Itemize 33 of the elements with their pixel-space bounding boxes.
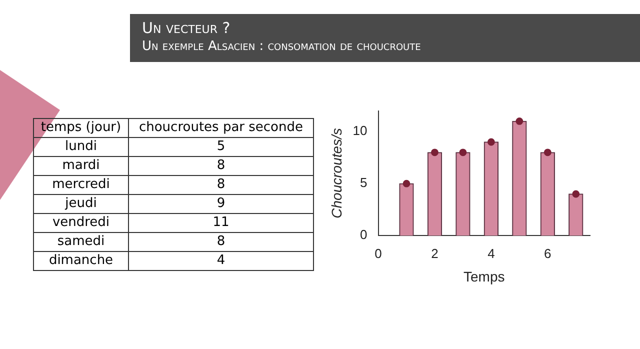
text: choucroutes par seconde <box>128 118 314 138</box>
point <box>459 148 467 156</box>
x-tick-label: 0 <box>374 246 382 261</box>
x-tick-label: 2 <box>431 246 438 261</box>
category-label: samedi <box>34 232 128 252</box>
data-label: 9 <box>128 194 314 214</box>
data-label: 8 <box>128 176 314 194</box>
y-tick-label: 5 <box>360 175 368 190</box>
text: temps (jour) <box>34 118 128 138</box>
data-label: 11 <box>128 214 314 232</box>
point <box>516 118 524 125</box>
category-label: mercredi <box>34 176 128 194</box>
x-tick-label: 6 <box>544 246 552 261</box>
category-label: mardi <box>34 156 128 176</box>
x-tick-label: 4 <box>488 246 495 261</box>
point <box>431 148 438 156</box>
x-axis-title: Temps <box>464 268 505 284</box>
data-label: 8 <box>128 156 314 176</box>
point <box>402 180 410 188</box>
text: Un vecteur ? <box>142 19 230 37</box>
point <box>487 138 495 146</box>
text: Un exemple Alsacien : consomation de choucroute <box>142 39 421 54</box>
point <box>572 190 580 198</box>
category-label: lundi <box>34 138 128 156</box>
data-label: 5 <box>128 138 314 156</box>
y-tick-label: 0 <box>360 227 368 242</box>
data-label: 8 <box>128 232 314 252</box>
category-label: vendredi <box>34 214 128 232</box>
point <box>544 148 552 156</box>
y-axis-title: Choucroutes/s <box>328 128 344 218</box>
y-tick-label: 10 <box>352 123 368 138</box>
category-label: jeudi <box>34 194 128 214</box>
category-label: dimanche <box>34 252 128 270</box>
